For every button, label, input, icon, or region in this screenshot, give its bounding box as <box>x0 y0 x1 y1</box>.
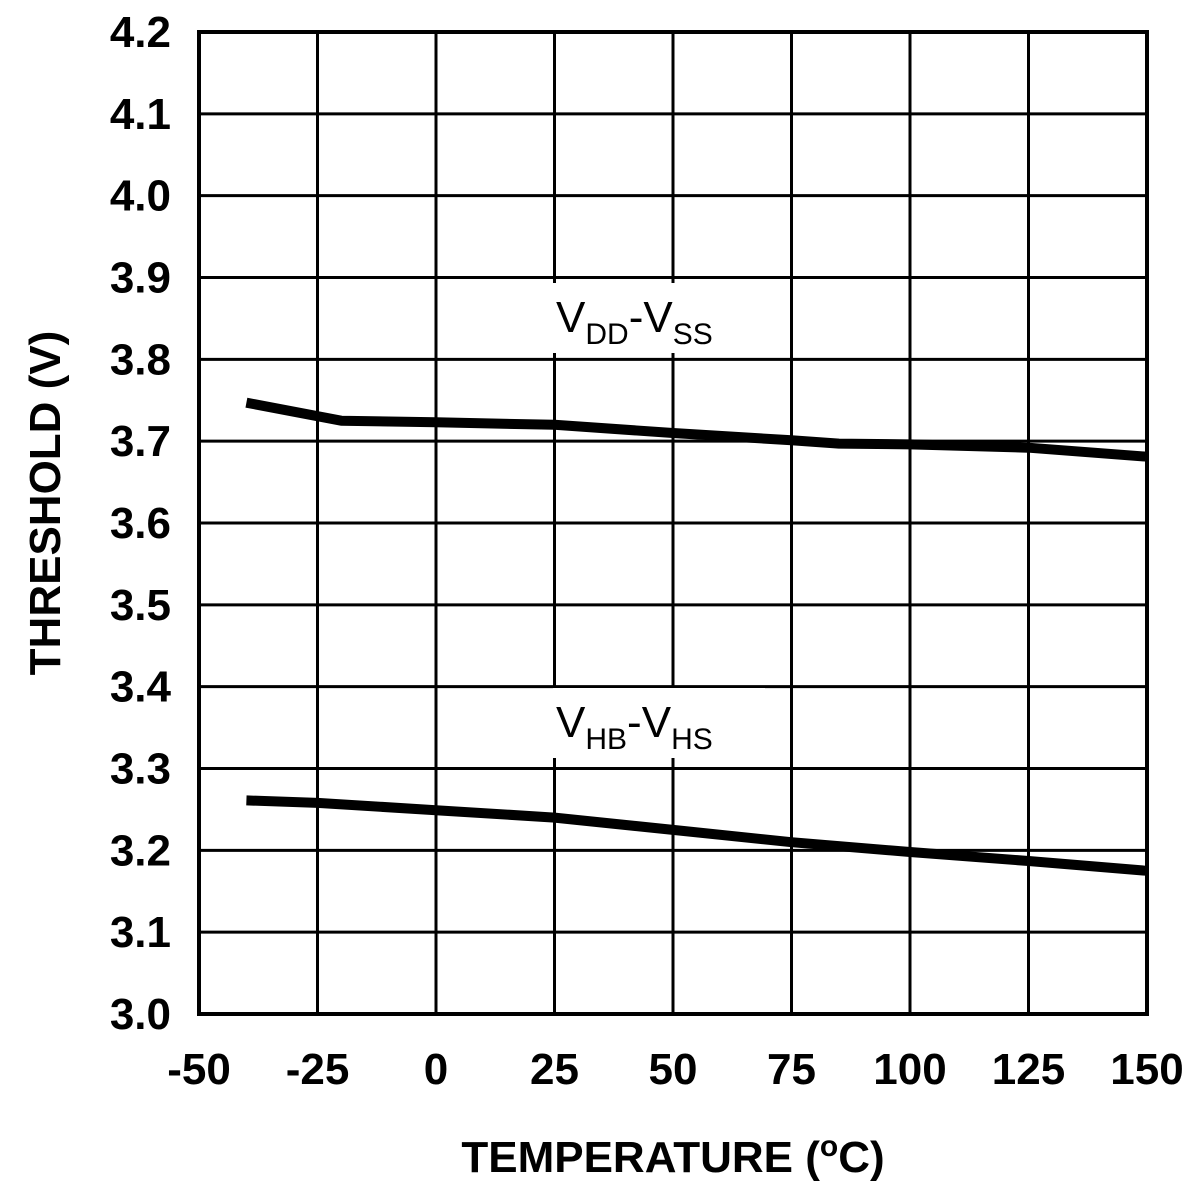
x-axis-title-sup: o <box>820 1130 838 1163</box>
y-tick-label: 3.4 <box>110 663 172 712</box>
series-label-vhb-sub1: HB <box>585 723 627 756</box>
y-tick-label: 3.6 <box>110 499 171 548</box>
x-tick-label: 150 <box>1110 1045 1183 1094</box>
x-tick-label: 25 <box>530 1045 579 1094</box>
y-tick-label: 3.7 <box>110 417 171 466</box>
x-axis-title: TEMPERATURE (oC) <box>461 1130 884 1182</box>
y-tick-label: 3.5 <box>110 581 171 630</box>
series-label-vhb-sub2: HS <box>671 723 713 756</box>
x-tick-label: 0 <box>424 1045 448 1094</box>
grid <box>199 32 1147 1014</box>
series-label-vhb-vhs: VHB-VHS <box>553 688 765 758</box>
series-lines <box>245 397 1148 876</box>
series-label-vhb-main1: V <box>556 698 586 747</box>
series-label-vdd-main1: V <box>556 293 586 342</box>
y-axis-title: THRESHOLD (V) <box>21 331 70 676</box>
series-line-vhb-vhs <box>246 795 1148 876</box>
series-label-vdd-main2: V <box>643 293 673 342</box>
y-tick-label: 3.3 <box>110 745 171 794</box>
y-tick-label: 3.1 <box>110 908 171 957</box>
x-tick-label: 75 <box>767 1045 816 1094</box>
x-axis-title-pre: TEMPERATURE ( <box>461 1133 820 1182</box>
y-tick-label: 3.9 <box>110 254 171 303</box>
y-tick-labels: 3.0 3.1 3.2 3.3 3.4 3.5 3.6 3.7 3.8 3.9 4.0 4.1 4.2 <box>110 8 172 1039</box>
x-tick-label: 125 <box>992 1045 1065 1094</box>
series-label-vdd-sep: - <box>629 293 644 342</box>
x-tick-label: 50 <box>649 1045 698 1094</box>
series-label-vdd-sub1: DD <box>585 318 628 351</box>
x-axis-title-post: C) <box>838 1133 884 1182</box>
y-tick-label: 4.2 <box>110 8 171 57</box>
series-label-vdd-vss: VDD-VSS <box>553 283 771 353</box>
series-label-vhb-sep: - <box>627 698 642 747</box>
plot-frame <box>197 30 1149 1016</box>
svg-text:VHB-VHS: VHB-VHS <box>556 698 713 756</box>
y-tick-label: 3.8 <box>110 335 171 384</box>
x-tick-label: 100 <box>873 1045 946 1094</box>
y-tick-label: 3.2 <box>110 826 171 875</box>
y-tick-label: 4.1 <box>110 90 171 139</box>
series-line-vdd-vss <box>245 397 1148 462</box>
x-tick-label: -50 <box>167 1045 231 1094</box>
x-tick-labels: -50 -25 0 25 50 75 100 125 150 <box>167 1045 1184 1094</box>
y-tick-label: 3.0 <box>110 990 171 1039</box>
y-tick-label: 4.0 <box>110 172 171 221</box>
series-label-vhb-main2: V <box>642 698 672 747</box>
x-tick-label: -25 <box>286 1045 350 1094</box>
series-label-vdd-sub2: SS <box>673 318 713 351</box>
svg-text:VDD-VSS: VDD-VSS <box>556 293 713 351</box>
